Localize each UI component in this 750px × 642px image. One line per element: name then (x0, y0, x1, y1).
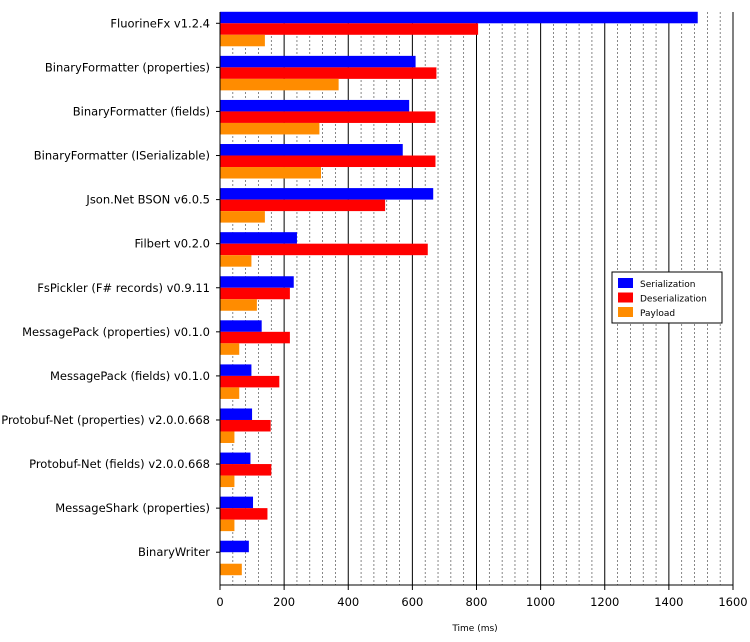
bar-serialization (220, 144, 403, 156)
labels-layer: FluorineFx v1.2.4 BinaryFormatter (proper… (1, 16, 747, 609)
bar-deserialization (220, 111, 436, 123)
legend-label-deserialization: Deserialization (640, 295, 707, 305)
legend-swatch-serialization (618, 278, 633, 288)
category-label: MessagePack (fields) v0.1.0 (50, 369, 210, 383)
bar-deserialization (220, 331, 290, 344)
x-tick-label: 200 (273, 595, 295, 609)
bar-payload (220, 431, 235, 443)
bar-serialization (220, 11, 698, 24)
x-tick-label: 800 (466, 595, 488, 609)
category-label: BinaryFormatter (ISerializable) (34, 149, 210, 163)
category-label: Filbert v0.2.0 (134, 237, 210, 251)
x-tick-label: 600 (401, 595, 423, 609)
x-tick-label: 1000 (526, 595, 555, 609)
category-label: BinaryFormatter (fields) (73, 104, 210, 118)
bar-serialization (220, 540, 249, 553)
x-tick-label: 1200 (590, 595, 619, 609)
x-tick-label: 0 (216, 595, 223, 609)
bar-deserialization (220, 508, 268, 520)
bar-serialization (220, 276, 294, 288)
bar-serialization (220, 232, 297, 244)
x-tick-label: 1400 (654, 595, 683, 609)
bar-payload (220, 34, 265, 47)
bar-deserialization (220, 199, 386, 212)
bar-payload (220, 78, 339, 91)
category-label: MessagePack (properties) v0.1.0 (22, 325, 210, 339)
category-label: MessageShark (properties) (55, 501, 210, 515)
bar-serialization (220, 320, 262, 332)
bar-payload (220, 563, 242, 576)
bar-deserialization (220, 419, 271, 432)
bar-deserialization (220, 375, 280, 388)
bar-deserialization (220, 464, 272, 476)
category-label: FsPickler (F# records) v0.9.11 (37, 281, 210, 295)
bar-payload (220, 475, 235, 488)
bar-deserialization (220, 67, 437, 79)
bar-payload (220, 255, 252, 267)
bar-payload (220, 387, 240, 399)
category-label: Json.Net BSON v6.0.5 (85, 193, 210, 207)
bar-payload (220, 343, 240, 355)
legend-swatch-payload (618, 307, 633, 317)
category-label: Protobuf-Net (fields) v2.0.0.668 (29, 457, 210, 471)
bar-payload (220, 167, 321, 179)
bar-deserialization (220, 287, 290, 300)
legend-swatch-deserialization (618, 292, 633, 303)
x-axis-title: Time (ms) (451, 624, 497, 634)
bar-serialization (220, 408, 253, 420)
bar-deserialization (220, 23, 479, 35)
x-tick-label: 400 (337, 595, 359, 609)
grid-layer (232, 12, 734, 585)
bar-payload (220, 211, 265, 223)
bar-serialization (220, 496, 254, 509)
axes-layer (216, 12, 734, 590)
bar-serialization (220, 99, 410, 112)
bar-payload (220, 122, 320, 135)
category-label: Protobuf-Net (properties) v2.0.0.668 (1, 413, 210, 427)
category-label: BinaryFormatter (properties) (45, 60, 210, 74)
bars-layer (220, 11, 698, 576)
bar-payload (220, 519, 235, 532)
legend-label-payload: Payload (640, 309, 675, 319)
bar-serialization (220, 452, 251, 465)
bar-payload (220, 299, 257, 311)
bar-serialization (220, 364, 252, 376)
legend: Serialization Deserialization Payload (611, 271, 723, 324)
bar-deserialization (220, 243, 428, 256)
bar-deserialization (220, 155, 436, 168)
x-tick-label: 1600 (718, 595, 747, 609)
bar-serialization (220, 55, 416, 68)
bar-serialization (220, 188, 434, 200)
category-label: BinaryWriter (138, 545, 210, 559)
category-label: FluorineFx v1.2.4 (110, 16, 210, 30)
legend-label-serialization: Serialization (640, 280, 695, 290)
